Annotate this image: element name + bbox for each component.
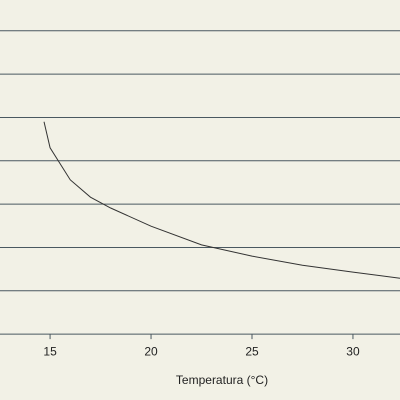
x-axis-label: Temperatura (°C) [176, 373, 268, 387]
x-tick-label: 30 [346, 344, 360, 358]
x-tick-label: 15 [43, 344, 57, 358]
line [43, 121, 400, 279]
x-tick-label: 25 [245, 344, 259, 358]
x-tick-label: 20 [144, 344, 158, 358]
